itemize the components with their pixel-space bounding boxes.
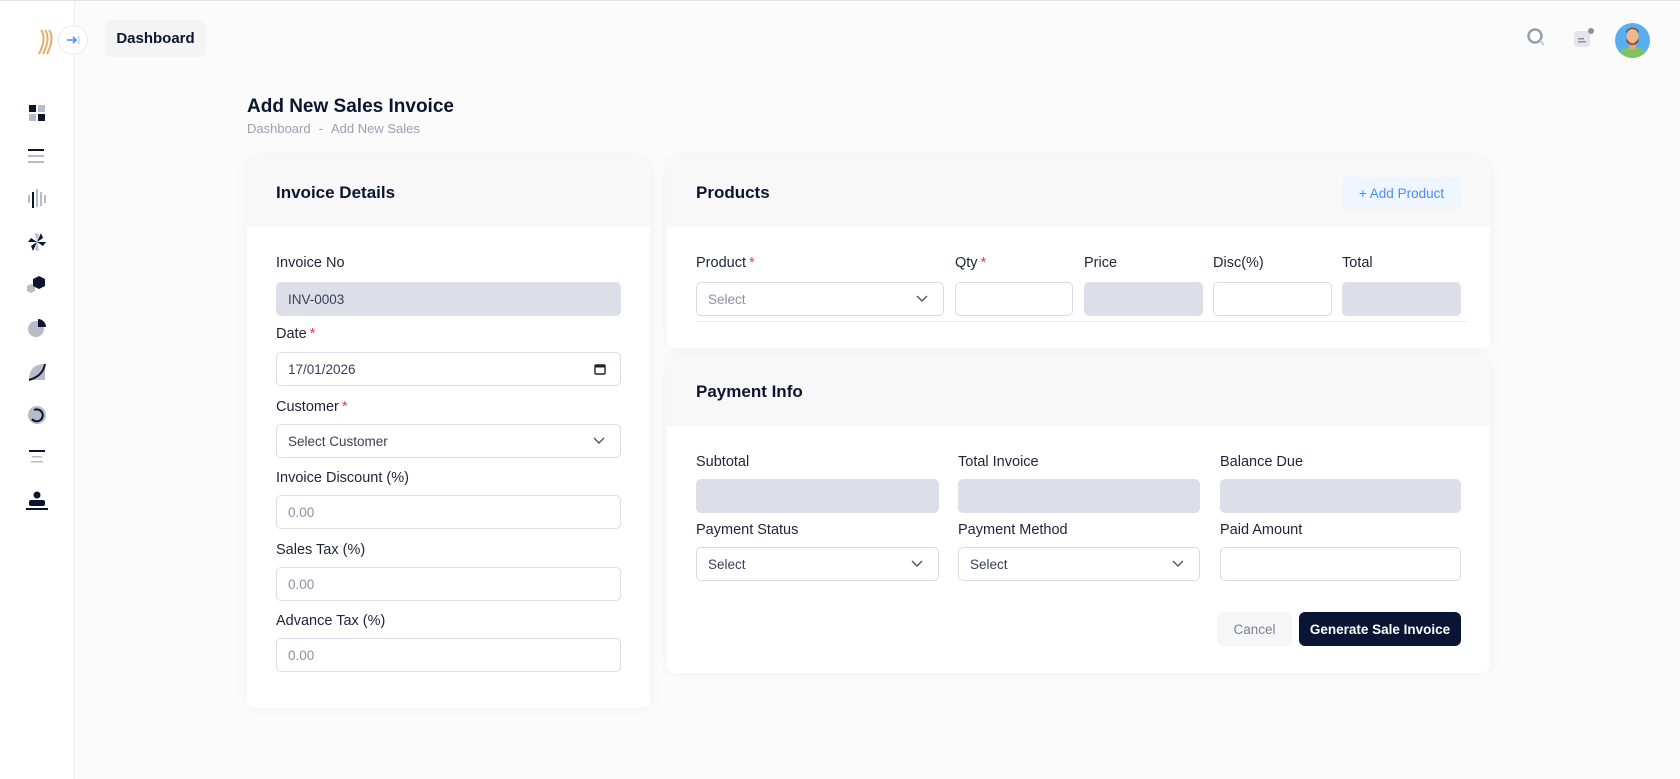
curve-icon[interactable]: [25, 360, 49, 384]
align-center-icon[interactable]: [25, 445, 49, 469]
total-invoice-label: Total Invoice: [958, 454, 1039, 470]
card-title: Payment Info: [667, 357, 1490, 426]
date-input[interactable]: 17/01/2026: [276, 352, 621, 386]
invoice-no-field: INV-0003: [276, 282, 621, 316]
invoice-details-card: Invoice Details Invoice No INV-0003 Date…: [247, 158, 650, 708]
user-avatar[interactable]: [1615, 23, 1650, 58]
subtotal-label: Subtotal: [696, 454, 750, 470]
breadcrumb-dashboard[interactable]: Dashboard: [247, 121, 311, 136]
balance-due-label: Balance Due: [1220, 454, 1304, 470]
price-field: [1084, 282, 1203, 316]
divider: [696, 321, 1467, 322]
payment-method-label: Payment Method: [958, 522, 1068, 538]
chevron-down-icon: [911, 560, 923, 567]
arrow-right-icon: [67, 36, 80, 44]
qty-column-label: Qty *: [955, 255, 987, 271]
calendar-icon[interactable]: [594, 363, 606, 375]
bars-icon[interactable]: [25, 187, 49, 211]
dashboard-tab[interactable]: Dashboard: [105, 20, 206, 57]
subtotal-field: [696, 479, 939, 513]
notification-icon[interactable]: [1573, 27, 1595, 49]
card-title: Invoice Details: [247, 158, 650, 227]
add-product-button[interactable]: + Add Product: [1342, 177, 1461, 210]
total-column-label: Total: [1342, 255, 1373, 271]
breadcrumb-separator: -: [318, 121, 323, 136]
spinner-icon[interactable]: [25, 403, 49, 427]
advance-tax-input[interactable]: 0.00: [276, 638, 621, 672]
hexagon-icon[interactable]: [25, 273, 49, 297]
logo-icon: [38, 29, 53, 55]
sidebar: [0, 1, 75, 779]
invoice-no-label: Invoice No: [276, 255, 345, 271]
payment-status-select[interactable]: Select: [696, 547, 939, 581]
pinwheel-icon[interactable]: [25, 230, 49, 254]
payment-method-select[interactable]: Select: [958, 547, 1200, 581]
product-select[interactable]: Select: [696, 282, 944, 316]
date-label: Date *: [276, 326, 316, 342]
paid-amount-label: Paid Amount: [1220, 522, 1303, 538]
advance-tax-label: Advance Tax (%): [276, 613, 386, 629]
balance-due-field: [1220, 479, 1461, 513]
payment-status-label: Payment Status: [696, 522, 799, 538]
list-icon[interactable]: [25, 144, 49, 168]
products-card: Products + Add Product Product * Qty * Pri…: [667, 158, 1490, 348]
qty-input[interactable]: [955, 282, 1073, 316]
invoice-discount-input[interactable]: 0.00: [276, 495, 621, 529]
invoice-discount-label: Invoice Discount (%): [276, 470, 409, 486]
customer-label: Customer *: [276, 399, 348, 415]
total-invoice-field: [958, 479, 1200, 513]
disc-input[interactable]: [1213, 282, 1332, 316]
paid-amount-input[interactable]: [1220, 547, 1461, 581]
customer-select[interactable]: Select Customer: [276, 424, 621, 458]
chevron-down-icon: [916, 295, 928, 302]
page-title: Add New Sales Invoice: [247, 96, 454, 117]
search-icon[interactable]: [1526, 27, 1548, 49]
total-field: [1342, 282, 1461, 316]
chevron-down-icon: [593, 437, 605, 444]
dashboard-icon[interactable]: [25, 101, 49, 125]
breadcrumb-current: Add New Sales: [330, 121, 420, 136]
sales-tax-input[interactable]: 0.00: [276, 567, 621, 601]
payment-info-card: Payment Info Subtotal Total Invoice Bala…: [667, 357, 1490, 673]
generate-sale-invoice-button[interactable]: Generate Sale Invoice: [1299, 612, 1461, 646]
pie-chart-icon[interactable]: [25, 316, 49, 340]
collapse-sidebar-button[interactable]: [58, 25, 88, 55]
disc-column-label: Disc(%): [1213, 255, 1264, 271]
cancel-button[interactable]: Cancel: [1217, 612, 1292, 646]
chevron-down-icon: [1172, 560, 1184, 567]
user-desk-icon[interactable]: [25, 489, 49, 513]
breadcrumb: Dashboard - Add New Sales: [247, 121, 420, 136]
sales-tax-label: Sales Tax (%): [276, 542, 366, 558]
product-column-label: Product *: [696, 255, 755, 271]
price-column-label: Price: [1084, 255, 1118, 271]
